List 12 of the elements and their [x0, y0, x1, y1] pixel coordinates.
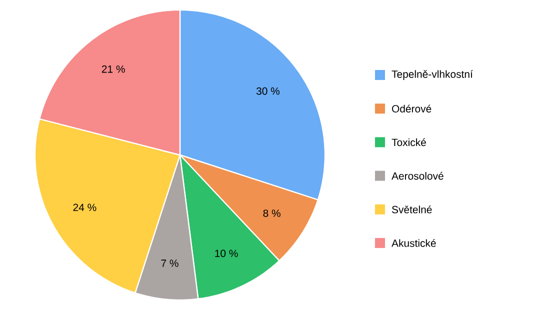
data-label: 24 % [73, 204, 96, 212]
legend-label: Toxické [392, 138, 426, 146]
data-label: 10 % [215, 250, 238, 258]
data-label: 21 % [102, 65, 125, 73]
legend-label: Světelné [392, 205, 432, 214]
legend-label: Odérové [392, 104, 432, 113]
data-label: 8 % [263, 210, 280, 217]
legend-label: Akustické [392, 239, 436, 247]
legend-label: Aerosolové [392, 172, 444, 180]
legend-label: Tepelně-vlhkostní [392, 70, 473, 80]
data-label: 30 % [256, 87, 280, 95]
data-label: 7 % [161, 260, 178, 267]
